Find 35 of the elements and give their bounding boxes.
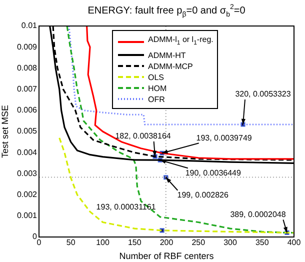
y-tick-label: 0.004 [16, 148, 38, 157]
chart-title: ENERGY: fault free p$_{β}$=0 and σ$_{b}$$^{2}$=0 [86, 4, 246, 18]
y-tick-label: 0.005 [16, 126, 38, 136]
x-tick-label: 100 [96, 238, 110, 248]
y-tick-label: 0.009 [16, 42, 38, 52]
annotation: 199, 0.002826 [177, 190, 229, 200]
legend-label: OFR [148, 94, 165, 105]
legend-label: ADMM-MCP [148, 60, 193, 72]
x-tick-label: 400 [287, 238, 302, 248]
y-tick-label: 0.003 [16, 168, 38, 178]
y-tick-label: 0.007 [16, 84, 38, 94]
annotation: 320, 0.0053323 [235, 90, 292, 99]
annotation: 190, 0.0036449 [185, 168, 242, 178]
legend-label: ADMM-l$_{1}$ or l$_{1}$-reg. [148, 34, 214, 49]
x-tick-label: 350 [255, 238, 270, 248]
x-tick-label: 300 [224, 238, 238, 248]
y-axis-title: Test set MSE [0, 104, 10, 158]
y-tick-label: 0.001 [16, 211, 38, 220]
annotation: 193, 0.00031161 [96, 202, 156, 212]
legend-label: OLS [148, 72, 164, 83]
x-axis-title: Number of RBF centers [119, 251, 214, 262]
annotation: 193, 0.0039749 [196, 133, 252, 142]
annotation: 182, 0.0038164 [115, 132, 172, 141]
y-tick-label: 0.01 [21, 21, 38, 30]
annotation: 389, 0.0002048 [230, 210, 286, 219]
legend-label: HOM [148, 82, 167, 94]
x-tick-label: 250 [192, 238, 206, 248]
y-tick-label: 0.002 [16, 190, 38, 200]
x-tick-label: 150 [128, 238, 142, 248]
legend-label: ADMM-HT [148, 50, 186, 61]
y-tick-label: 0.006 [16, 106, 38, 115]
y-tick-label: 0.008 [16, 63, 38, 72]
y-tick-label: 0 [32, 232, 38, 242]
x-tick-label: 50 [66, 238, 76, 248]
x-tick-label: 200 [160, 238, 174, 248]
